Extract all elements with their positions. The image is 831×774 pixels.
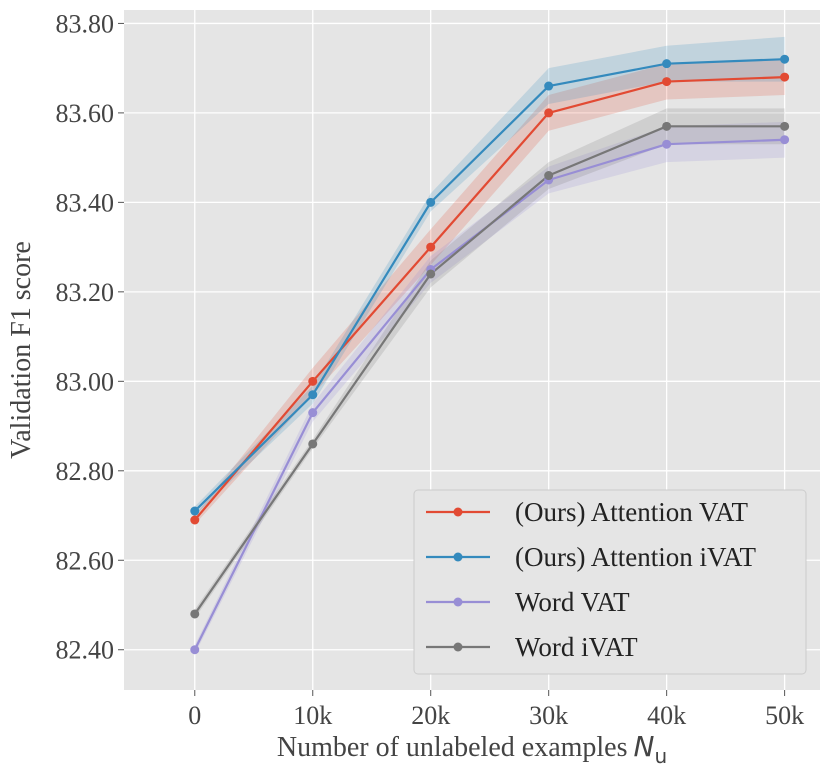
y-tick-label: 83.00: [56, 367, 115, 396]
confidence-bands: [194, 36, 785, 655]
legend-label: Word VAT: [515, 587, 630, 617]
series-line: [193, 125, 785, 615]
x-tick-label: 0: [188, 701, 201, 730]
legend-box: [413, 489, 807, 675]
x-tick-label: 40k: [647, 701, 686, 730]
data-point: [662, 121, 672, 131]
x-axis-title-symbol: N: [634, 730, 655, 763]
x-axis-ticks: 0 10k 20k 30k 40k 50k: [188, 690, 804, 730]
y-tick-label: 83.20: [56, 278, 115, 307]
x-axis-title-text: Number of unlabeled examples: [277, 732, 628, 763]
x-tick-label: 20k: [411, 701, 450, 730]
data-point: [190, 609, 200, 619]
y-axis-title: Validation F1 score: [6, 241, 37, 459]
legend-swatch-marker: [453, 507, 463, 517]
y-tick-label: 82.60: [56, 546, 115, 575]
confidence-band: [194, 36, 785, 516]
legend-swatch-marker: [453, 642, 463, 652]
series-lines: [193, 58, 785, 651]
data-point: [780, 54, 790, 64]
data-point: [308, 439, 318, 449]
x-tick-label: 30k: [529, 701, 568, 730]
data-point: [426, 197, 436, 207]
data-point: [544, 171, 554, 181]
y-tick-label: 83.80: [56, 9, 115, 38]
legend-label: (Ours) Attention VAT: [515, 497, 749, 527]
data-point: [426, 269, 436, 279]
x-axis-title-subscript: u: [654, 744, 667, 768]
y-axis-ticks: 82.40 82.60 82.80 83.00 83.20 83.40 83.60 83.80: [56, 9, 124, 665]
data-point: [780, 135, 790, 145]
y-tick-label: 83.60: [56, 99, 115, 128]
data-point: [190, 506, 200, 516]
x-tick-label: 50k: [765, 701, 804, 730]
data-point: [662, 139, 672, 149]
data-point: [662, 77, 672, 87]
x-axis-title: Number of unlabeled examples Nu: [277, 730, 667, 768]
data-point: [190, 515, 200, 525]
data-point: [426, 242, 436, 252]
data-point: [544, 108, 554, 118]
y-tick-label: 83.40: [56, 188, 115, 217]
legend: (Ours) Attention VAT (Ours) Attention iVA…: [413, 489, 807, 675]
legend-label: (Ours) Attention iVAT: [515, 542, 757, 572]
series-markers: [190, 54, 790, 655]
data-point: [780, 121, 790, 131]
y-tick-label: 82.40: [56, 636, 115, 665]
data-point: [544, 81, 554, 91]
confidence-band: [194, 121, 785, 655]
series-line: [194, 58, 785, 512]
data-point: [780, 72, 790, 82]
series-line: [193, 76, 785, 521]
data-point: [190, 645, 200, 655]
data-point: [308, 376, 318, 386]
data-point: [662, 59, 672, 69]
legend-swatch-marker: [453, 597, 463, 607]
legend-label: Word iVAT: [515, 632, 638, 662]
y-tick-label: 82.80: [56, 457, 115, 486]
data-point: [308, 408, 318, 418]
x-tick-label: 10k: [293, 701, 332, 730]
data-point: [308, 390, 318, 400]
legend-swatch-marker: [453, 552, 463, 562]
